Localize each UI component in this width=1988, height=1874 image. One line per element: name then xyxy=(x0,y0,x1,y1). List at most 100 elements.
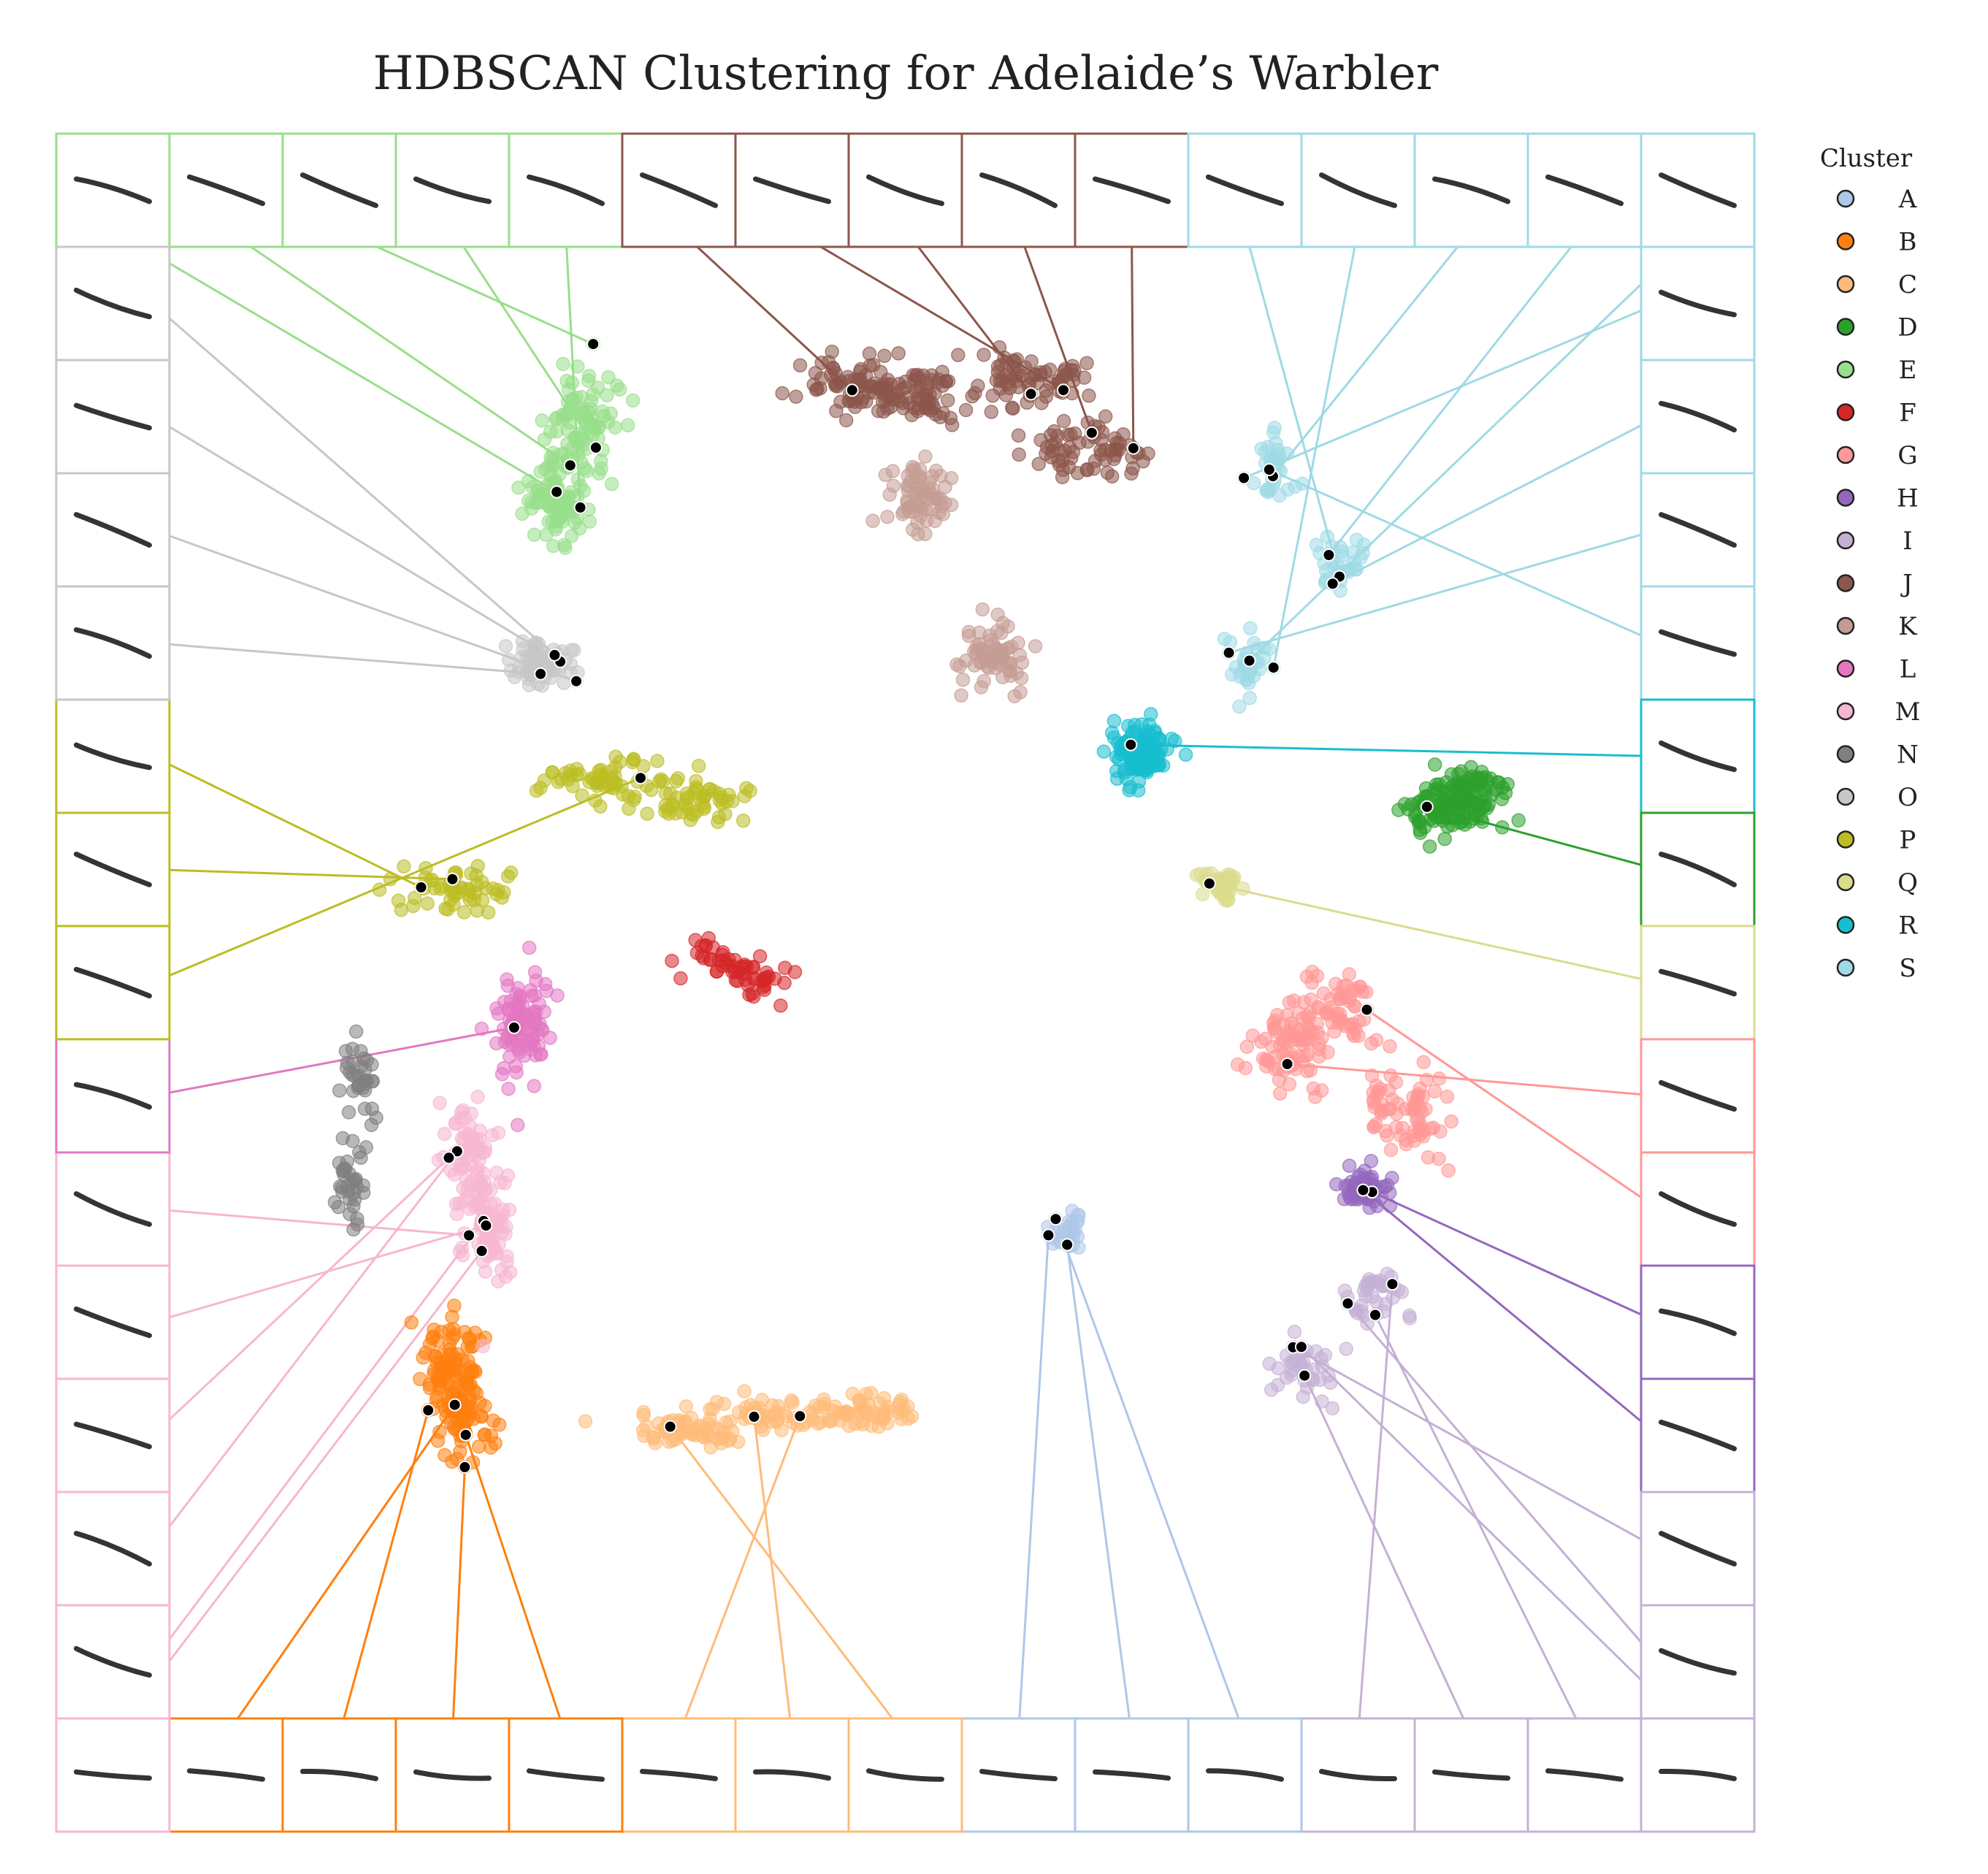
legend-marker xyxy=(1836,189,1855,208)
scatter-point-d xyxy=(1491,775,1507,790)
exemplar-point xyxy=(479,1219,493,1233)
link-m xyxy=(151,1150,459,1550)
scatter-point-j xyxy=(828,378,843,393)
legend-item-m: M xyxy=(1836,697,1920,727)
exemplar-point xyxy=(1280,1058,1294,1071)
panel-r xyxy=(1640,698,1756,814)
link-s xyxy=(1244,229,1341,577)
scatter-point-j xyxy=(792,358,808,372)
spectrogram-trace xyxy=(1659,289,1737,318)
panel-s xyxy=(1300,132,1416,248)
link-o xyxy=(151,302,556,657)
scatter-point-g xyxy=(1431,1071,1447,1086)
scatter-point-p xyxy=(739,781,754,795)
scatter-point-o xyxy=(498,638,513,654)
scatter-point-c xyxy=(756,1423,771,1437)
scatter-point-s xyxy=(1272,488,1287,503)
link-a xyxy=(1055,1218,1246,1736)
panel-a xyxy=(1187,1717,1303,1833)
legend-label: S xyxy=(1899,954,1916,983)
scatter-point-j xyxy=(873,364,888,380)
spectrogram-trace xyxy=(866,174,944,207)
scatter-point-q xyxy=(1236,881,1250,896)
scatter-point-j xyxy=(775,386,790,401)
scatter-point-b xyxy=(437,1366,453,1381)
spectrogram-trace xyxy=(1659,1768,1737,1781)
scatter-point-r xyxy=(1140,738,1155,753)
scatter-point-p xyxy=(372,882,387,897)
scatter-point-p xyxy=(503,865,519,880)
scatter-point-d xyxy=(1484,787,1499,803)
scatter-point-l xyxy=(518,1038,532,1052)
link-e xyxy=(225,229,571,467)
legend-label: A xyxy=(1898,185,1917,214)
scatter-point-e xyxy=(625,393,641,408)
scatter-point-d xyxy=(1445,779,1461,794)
scatter-point-c xyxy=(678,1399,694,1414)
scatter-point-j xyxy=(923,403,938,418)
scatter-point-e xyxy=(570,359,585,374)
scatter-point-g xyxy=(1427,1084,1442,1099)
scatter-point-l xyxy=(474,1021,489,1036)
legend-item-k: K xyxy=(1836,612,1917,641)
scatter-point-s xyxy=(1280,446,1295,461)
panel-s xyxy=(1640,472,1756,588)
legend-marker xyxy=(1836,318,1855,336)
scatter-point-j xyxy=(990,359,1006,374)
scatter-point-j xyxy=(944,418,960,432)
scatter-point-b xyxy=(471,1439,486,1454)
scatter-point-c xyxy=(578,1414,593,1429)
exemplar-point xyxy=(589,440,603,454)
scatter-point-i xyxy=(1369,1294,1384,1309)
scatter-point-m xyxy=(437,1126,452,1141)
scatter-point-d xyxy=(1495,820,1510,835)
scatter-point-k xyxy=(1028,639,1043,654)
link-i xyxy=(1300,1346,1699,1737)
panel-l xyxy=(55,1038,171,1154)
legend-item-a: A xyxy=(1836,185,1917,214)
panel-m xyxy=(55,1717,171,1833)
spectrogram-trace xyxy=(300,1768,378,1781)
spectrogram-trace xyxy=(74,1421,152,1450)
scatter-point-j xyxy=(1098,452,1112,467)
scatter-point-e xyxy=(592,418,607,434)
scatter-point-b xyxy=(468,1364,483,1380)
scatter-point-j xyxy=(910,367,925,383)
scatter-point-n xyxy=(335,1131,351,1146)
scatter-point-g xyxy=(1347,999,1363,1014)
spectrogram-trace xyxy=(640,1769,718,1781)
scatter-point-k xyxy=(913,470,928,486)
spectrogram-trace xyxy=(74,1306,152,1339)
scatter-point-e xyxy=(532,489,547,503)
panel-m xyxy=(55,1377,171,1494)
exemplar-point xyxy=(414,881,428,894)
scatter-point-h xyxy=(1364,1154,1379,1169)
spectrogram-trace xyxy=(74,1769,152,1781)
spectrogram-trace xyxy=(1206,1768,1284,1782)
scatter-point-j xyxy=(901,390,916,405)
scatter-point-m xyxy=(462,1177,478,1192)
panel-e xyxy=(168,132,284,248)
link-j xyxy=(1131,229,1135,448)
scatter-point-g xyxy=(1288,1029,1304,1044)
legend-label: D xyxy=(1897,313,1917,343)
panel-o xyxy=(55,472,171,588)
scatter-point-h xyxy=(1329,1177,1344,1192)
panel-b xyxy=(281,1717,397,1833)
scatter-point-r xyxy=(1096,744,1112,759)
panel-o xyxy=(55,245,171,362)
scatter-point-k xyxy=(961,624,976,640)
scatter-point-c xyxy=(716,1396,732,1412)
spectrogram-trace xyxy=(74,1531,152,1567)
scatter-point-n xyxy=(352,1145,367,1160)
scatter-point-p xyxy=(689,782,704,797)
scatter-point-n xyxy=(347,1192,362,1207)
spectrogram-trace xyxy=(74,512,152,548)
scatter-point-s xyxy=(1320,529,1335,544)
spectrogram-trace xyxy=(1432,1769,1510,1781)
scatter-point-j xyxy=(789,389,803,404)
exemplar-point xyxy=(1356,1183,1370,1197)
exemplar-point xyxy=(1057,383,1070,397)
exemplar-point xyxy=(663,1420,677,1434)
